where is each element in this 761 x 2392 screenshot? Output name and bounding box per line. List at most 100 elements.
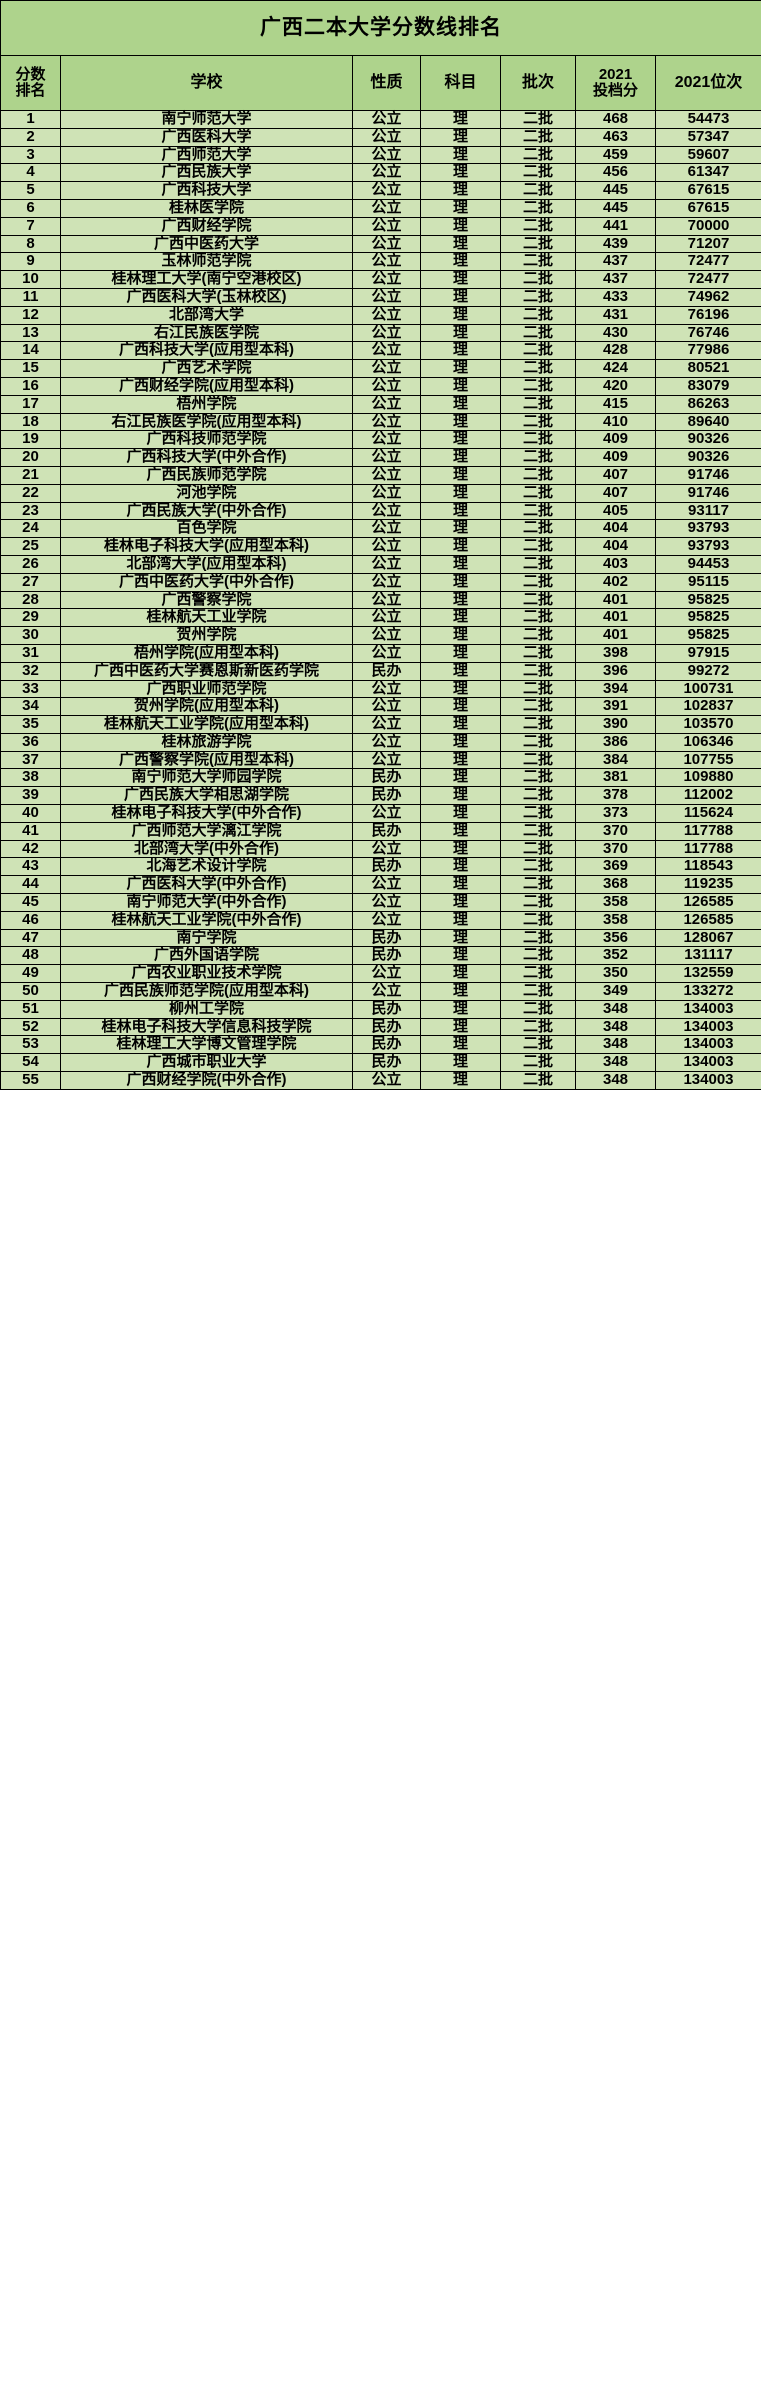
cell-rank: 36	[0, 732, 61, 752]
table-row: 4 广西民族大学 公立理二批 456 61347	[0, 163, 761, 183]
cell-subject: 理	[420, 127, 501, 147]
cell-nature: 公立	[352, 252, 421, 272]
cell-rank: 50	[0, 982, 61, 1001]
cell-subject: 理	[420, 252, 501, 272]
cell-school: 广西职业师范学院	[60, 679, 353, 699]
cell-position: 118543	[655, 857, 761, 877]
cell-school: 贺州学院(应用型本科)	[60, 697, 353, 717]
university-score-ranking-table: 广西二本大学分数线排名 分数 排名 学校 性质 科目 批次 2021 投档分 2…	[0, 0, 761, 1090]
cell-nature: 公立	[352, 982, 421, 1001]
cell-rank: 2	[0, 127, 61, 147]
cell-school: 广西科技大学	[60, 181, 353, 200]
cell-nature: 公立	[352, 715, 421, 734]
table-row: 40 桂林电子科技大学(中外合作) 公立理二批 373 115624	[0, 804, 761, 823]
cell-school: 广西警察学院(应用型本科)	[60, 750, 353, 770]
cell-score: 439	[575, 234, 656, 254]
cell-nature: 民办	[352, 786, 421, 806]
cell-school: 梧州学院(应用型本科)	[60, 643, 353, 663]
cell-position: 109880	[655, 768, 761, 788]
cell-nature: 民办	[352, 661, 421, 681]
cell-nature: 公立	[352, 1071, 421, 1090]
table-row: 9 玉林师范学院 公立理二批 437 72477	[0, 252, 761, 272]
table-row: 29 桂林航天工业学院 公立理二批 401 95825	[0, 608, 761, 628]
cell-nature: 公立	[352, 679, 421, 699]
cell-nature: 公立	[352, 732, 421, 752]
cell-subject: 理	[420, 982, 501, 1001]
cell-subject: 理	[420, 608, 501, 628]
cell-school: 广西艺术学院	[60, 359, 353, 378]
table-row: 31 梧州学院(应用型本科) 公立理二批 398 97915	[0, 643, 761, 663]
cell-subject: 理	[420, 732, 501, 752]
cell-nature: 民办	[352, 946, 421, 966]
table-row: 12 北部湾大学 公立理二批 431 76196	[0, 305, 761, 325]
cell-subject: 理	[420, 198, 501, 218]
cell-rank: 41	[0, 821, 61, 841]
cell-rank: 22	[0, 483, 61, 503]
cell-nature: 民办	[352, 1053, 421, 1073]
cell-rank: 14	[0, 341, 61, 361]
cell-school: 桂林电子科技大学(中外合作)	[60, 804, 353, 823]
cell-school: 右江民族医学院(应用型本科)	[60, 412, 353, 432]
cell-subject: 理	[420, 1017, 501, 1037]
cell-school: 梧州学院	[60, 394, 353, 414]
table-row: 22 河池学院 公立理二批 407 91746	[0, 483, 761, 503]
cell-batch: 二批	[500, 732, 576, 752]
table-row: 53 桂林理工大学博文管理学院 民办理二批 348 134003	[0, 1035, 761, 1055]
cell-position: 126585	[655, 910, 761, 930]
cell-rank: 35	[0, 715, 61, 734]
cell-rank: 23	[0, 501, 61, 521]
table-row: 41 广西师范大学漓江学院 民办理二批 370 117788	[0, 821, 761, 841]
cell-score: 430	[575, 323, 656, 343]
cell-score: 407	[575, 465, 656, 485]
table-row: 38 南宁师范大学师园学院 民办理二批 381 109880	[0, 768, 761, 788]
cell-score: 428	[575, 341, 656, 361]
cell-subject: 理	[420, 448, 501, 467]
cell-school: 广西医科大学(中外合作)	[60, 875, 353, 895]
cell-batch: 二批	[500, 946, 576, 966]
cell-score: 369	[575, 857, 656, 877]
cell-score: 404	[575, 537, 656, 556]
cell-batch: 二批	[500, 287, 576, 307]
cell-score: 356	[575, 928, 656, 948]
cell-school: 河池学院	[60, 483, 353, 503]
cell-score: 441	[575, 216, 656, 236]
cell-score: 445	[575, 198, 656, 218]
cell-rank: 51	[0, 999, 61, 1019]
cell-subject: 理	[420, 964, 501, 984]
cell-subject: 理	[420, 483, 501, 503]
cell-school: 广西农业职业技术学院	[60, 964, 353, 984]
cell-batch: 二批	[500, 234, 576, 254]
cell-position: 90326	[655, 448, 761, 467]
cell-nature: 公立	[352, 465, 421, 485]
cell-position: 67615	[655, 181, 761, 200]
table-row: 15 广西艺术学院 公立理二批 424 80521	[0, 359, 761, 378]
cell-score: 410	[575, 412, 656, 432]
cell-school: 桂林航天工业学院	[60, 608, 353, 628]
cell-score: 401	[575, 590, 656, 610]
cell-position: 134003	[655, 1053, 761, 1073]
cell-nature: 公立	[352, 412, 421, 432]
cell-school: 广西城市职业大学	[60, 1053, 353, 1073]
table-row: 7 广西财经学院 公立理二批 441 70000	[0, 216, 761, 236]
cell-nature: 公立	[352, 376, 421, 396]
table-row: 25 桂林电子科技大学(应用型本科) 公立理二批 404 93793	[0, 537, 761, 556]
cell-batch: 二批	[500, 163, 576, 183]
cell-subject: 理	[420, 519, 501, 539]
cell-score: 402	[575, 572, 656, 592]
cell-batch: 二批	[500, 483, 576, 503]
cell-batch: 二批	[500, 999, 576, 1019]
cell-score: 368	[575, 875, 656, 895]
cell-score: 437	[575, 252, 656, 272]
cell-nature: 公立	[352, 127, 421, 147]
cell-position: 119235	[655, 875, 761, 895]
table-row: 54 广西城市职业大学 民办理二批 348 134003	[0, 1053, 761, 1073]
cell-rank: 39	[0, 786, 61, 806]
cell-nature: 公立	[352, 893, 421, 912]
cell-school: 广西科技大学(应用型本科)	[60, 341, 353, 361]
cell-position: 134003	[655, 1071, 761, 1090]
table-row: 14 广西科技大学(应用型本科) 公立理二批 428 77986	[0, 341, 761, 361]
cell-nature: 公立	[352, 110, 421, 129]
cell-position: 95825	[655, 626, 761, 645]
cell-nature: 公立	[352, 323, 421, 343]
table-row: 30 贺州学院 公立理二批 401 95825	[0, 626, 761, 645]
